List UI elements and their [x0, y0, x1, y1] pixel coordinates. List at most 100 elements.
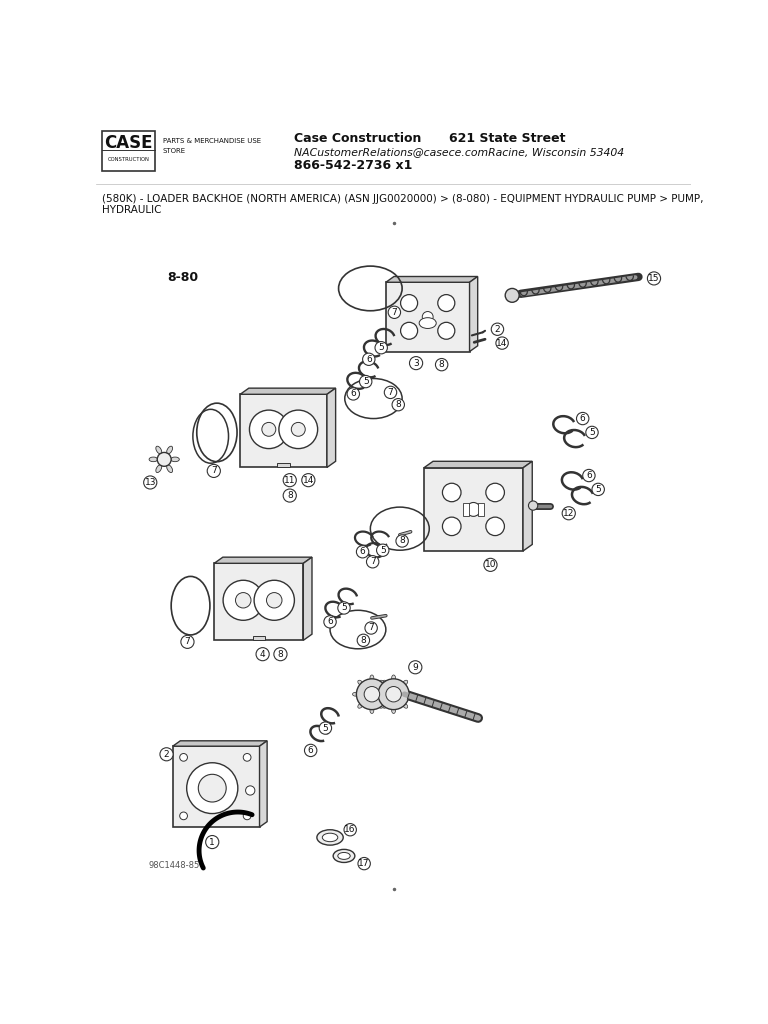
Ellipse shape	[333, 849, 355, 862]
Circle shape	[486, 483, 505, 502]
Ellipse shape	[338, 852, 350, 859]
Circle shape	[198, 774, 227, 802]
Circle shape	[486, 517, 505, 536]
Circle shape	[366, 556, 379, 568]
Circle shape	[592, 483, 604, 496]
Text: 6: 6	[580, 414, 585, 423]
Circle shape	[375, 342, 387, 354]
Text: 6: 6	[350, 389, 356, 398]
Circle shape	[586, 426, 598, 438]
Circle shape	[435, 358, 448, 371]
Circle shape	[438, 323, 455, 339]
Text: 6: 6	[366, 354, 372, 364]
Text: 866-542-2736 x1: 866-542-2736 x1	[293, 159, 412, 172]
Text: 17: 17	[359, 859, 370, 868]
Circle shape	[262, 423, 276, 436]
Text: 14: 14	[496, 339, 508, 347]
Ellipse shape	[379, 703, 385, 709]
Ellipse shape	[402, 680, 408, 685]
Circle shape	[160, 748, 173, 761]
Text: PARTS & MERCHANDISE USE: PARTS & MERCHANDISE USE	[163, 138, 261, 144]
Text: 14: 14	[303, 476, 314, 484]
Circle shape	[283, 489, 296, 502]
Circle shape	[180, 812, 187, 820]
Ellipse shape	[323, 834, 338, 842]
Circle shape	[157, 453, 171, 466]
Circle shape	[256, 647, 270, 660]
Text: 2: 2	[495, 325, 500, 334]
Ellipse shape	[392, 675, 396, 681]
FancyBboxPatch shape	[214, 563, 303, 640]
Text: 8-80: 8-80	[167, 270, 198, 284]
Text: 16: 16	[345, 825, 356, 835]
Bar	[277, 463, 290, 467]
Circle shape	[401, 295, 418, 311]
Circle shape	[344, 823, 356, 836]
Circle shape	[362, 353, 375, 366]
Bar	[462, 503, 468, 515]
Circle shape	[378, 679, 409, 710]
Text: 13: 13	[144, 478, 156, 487]
Text: 6: 6	[327, 617, 333, 627]
Circle shape	[243, 812, 251, 820]
Circle shape	[359, 376, 372, 388]
Text: 10: 10	[485, 560, 496, 569]
Text: 6: 6	[308, 745, 313, 755]
Text: 4: 4	[260, 649, 266, 658]
Text: 98C1448-85: 98C1448-85	[149, 860, 200, 869]
Circle shape	[236, 593, 251, 608]
Circle shape	[291, 423, 305, 436]
Circle shape	[492, 324, 504, 336]
Circle shape	[442, 483, 461, 502]
Text: CASE: CASE	[104, 134, 153, 152]
Circle shape	[583, 469, 595, 481]
Circle shape	[376, 544, 389, 556]
Polygon shape	[240, 388, 336, 394]
Circle shape	[207, 464, 220, 477]
Circle shape	[187, 763, 238, 814]
Circle shape	[496, 337, 508, 349]
Circle shape	[302, 474, 315, 486]
Ellipse shape	[370, 708, 374, 714]
Circle shape	[484, 558, 497, 571]
Ellipse shape	[167, 465, 173, 472]
Circle shape	[206, 836, 219, 849]
Circle shape	[357, 634, 369, 646]
Text: 2: 2	[164, 750, 169, 759]
FancyBboxPatch shape	[424, 468, 523, 551]
Text: NACustomerRelations@casece.comRacine, Wisconsin 53404: NACustomerRelations@casece.comRacine, Wi…	[293, 147, 624, 157]
Ellipse shape	[317, 829, 343, 845]
Bar	[253, 636, 265, 640]
Circle shape	[364, 686, 379, 701]
Text: 5: 5	[380, 546, 386, 555]
Circle shape	[396, 535, 409, 547]
Polygon shape	[469, 276, 478, 351]
Ellipse shape	[379, 680, 385, 685]
Ellipse shape	[381, 703, 386, 709]
Ellipse shape	[167, 446, 173, 454]
Text: 621 State Street: 621 State Street	[449, 132, 565, 144]
Text: 12: 12	[563, 509, 574, 518]
Text: 8: 8	[396, 400, 401, 410]
Text: 7: 7	[184, 637, 190, 646]
Text: 8: 8	[277, 649, 283, 658]
Text: 11: 11	[284, 476, 296, 484]
Circle shape	[356, 546, 369, 558]
Circle shape	[358, 857, 370, 869]
Polygon shape	[523, 461, 532, 551]
Text: 8: 8	[399, 537, 405, 546]
Ellipse shape	[353, 692, 359, 696]
Circle shape	[386, 686, 402, 701]
Ellipse shape	[392, 708, 396, 714]
Text: 7: 7	[368, 624, 374, 633]
Circle shape	[442, 517, 461, 536]
Circle shape	[246, 785, 255, 795]
Circle shape	[250, 410, 288, 449]
Circle shape	[422, 311, 433, 323]
Circle shape	[365, 622, 377, 634]
Text: 7: 7	[211, 466, 217, 475]
Text: 9: 9	[412, 663, 418, 672]
Circle shape	[254, 581, 294, 621]
Circle shape	[274, 647, 287, 660]
Ellipse shape	[170, 457, 179, 462]
